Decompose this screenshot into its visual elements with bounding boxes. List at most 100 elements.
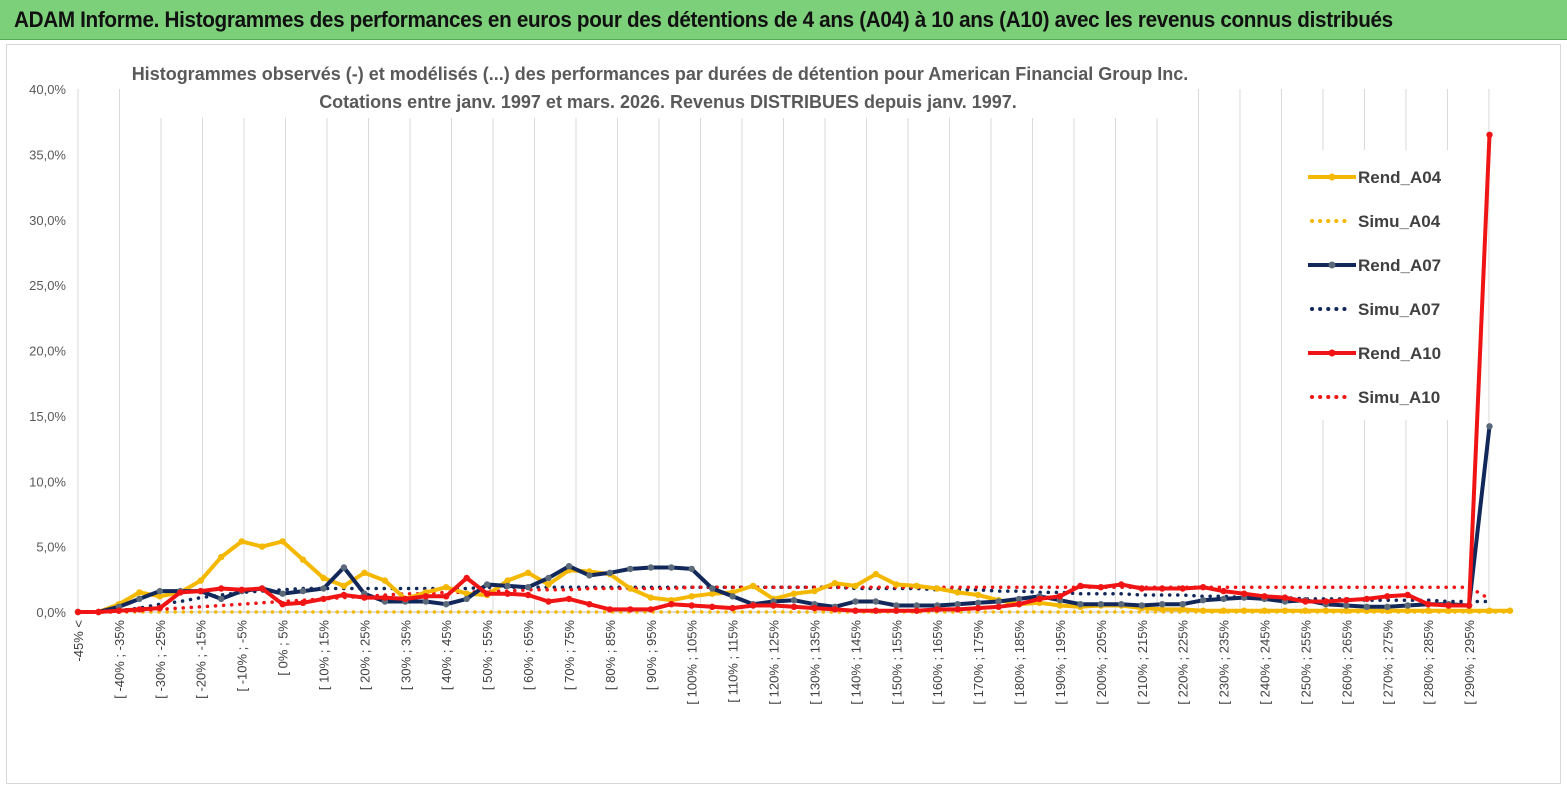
data-point [1015,595,1023,603]
data-point [197,577,204,584]
y-tick-label: 0,0% [36,605,66,620]
y-tick-label: 10,0% [29,474,66,489]
data-point [934,585,941,592]
series-lines [74,131,1514,616]
data-point [1179,606,1186,613]
data-point [1138,585,1146,592]
data-point [1343,597,1350,604]
data-point [1097,601,1105,608]
data-point [1404,607,1411,614]
x-tick-label: -45% < [71,620,86,662]
data-point [852,598,859,605]
data-point [504,590,511,597]
data-point [463,590,470,597]
data-point [1465,607,1473,614]
x-tick-label: [ 0% ; 5% [276,620,291,676]
data-point [156,587,163,595]
data-point [279,590,286,597]
data-point [627,565,634,573]
data-point [1261,607,1268,614]
data-point [1302,607,1309,614]
data-point [218,585,225,592]
series-line [78,426,1492,614]
x-tick-label: [ 280% ; 285% [1421,620,1436,705]
data-point [872,607,879,614]
data-point [504,577,511,584]
data-point [1322,598,1330,605]
data-point [1486,423,1493,430]
x-tick-label: [ 140% ; 145% [848,620,863,705]
data-point [811,604,818,612]
data-point [136,606,143,613]
data-point [749,602,757,609]
x-tick-label: [ 110% ; 115% [726,620,741,703]
series-Rend_A10 [74,131,1493,616]
data-point [483,590,491,597]
data-point [1240,590,1248,597]
x-tick-label: [ 170% ; 175% [971,620,986,705]
data-point [1159,585,1166,592]
x-tick-label: [ 180% ; 185% [1012,620,1027,705]
legend-label: Simu_A04 [1358,212,1441,231]
x-tick-label: [ 10% ; 15% [316,620,331,691]
legend-label: Simu_A10 [1358,388,1440,407]
data-point [340,564,348,571]
data-point [913,582,920,590]
x-tick-label: [ 120% ; 125% [767,620,782,705]
legend-label: Rend_A04 [1358,168,1442,187]
data-point [279,601,286,608]
data-point [1179,601,1186,608]
data-point [340,591,348,599]
data-point [136,595,143,603]
data-point [1281,594,1289,601]
data-point [1363,603,1371,610]
x-tick-label: [ 130% ; 135% [807,620,822,705]
data-point [504,582,511,590]
data-point [729,604,736,612]
data-point [443,601,450,608]
data-point [1240,607,1248,614]
data-point [463,574,470,582]
legend-label: Rend_A07 [1358,256,1441,275]
data-point [831,606,839,613]
x-tick-label: [ 80% ; 85% [603,620,618,691]
data-point [361,594,368,601]
data-point [1036,595,1043,603]
x-tick-label: [ -10% ; -5% [235,620,250,692]
data-point [893,581,900,588]
data-point [688,565,695,573]
data-point [1281,607,1289,614]
x-tick-label: [ -30% ; -25% [153,620,168,699]
legend-item-Simu_A10: Simu_A10 [1310,388,1440,407]
data-point [1425,607,1432,614]
series-line [78,134,1492,614]
data-point [279,538,286,545]
data-point [402,595,409,603]
data-point [1097,584,1105,591]
data-point [545,581,552,588]
data-point [647,594,654,601]
data-point [381,577,389,584]
data-point [872,598,879,605]
y-tick-label: 5,0% [36,540,66,555]
x-tick-label: [ -20% ; -15% [194,620,209,699]
x-tick-label: [ 220% ; 225% [1176,620,1191,705]
x-tick-label: [ 100% ; 105% [685,620,700,705]
x-tick-label: [ 160% ; 165% [930,620,945,705]
legend-item-Rend_A07: Rend_A07 [1308,256,1441,275]
data-point [320,574,327,582]
x-tick-label: [ 40% ; 45% [439,620,454,691]
data-point [565,595,573,603]
y-tick-label: 40,0% [29,82,66,97]
data-point [156,593,163,600]
y-tick-label: 30,0% [29,213,66,228]
data-point [893,607,900,614]
data-point [893,602,900,609]
legend-item-Simu_A07: Simu_A07 [1310,300,1440,319]
x-axis: -45% < [ -40% ; -35% [ -30% ; -25% [ -20% ;… [71,611,1510,705]
data-point [340,582,348,590]
data-point [688,593,695,600]
data-point [1138,602,1146,609]
report-banner: ADAM Informe. Histogrammes des performan… [0,0,1567,40]
